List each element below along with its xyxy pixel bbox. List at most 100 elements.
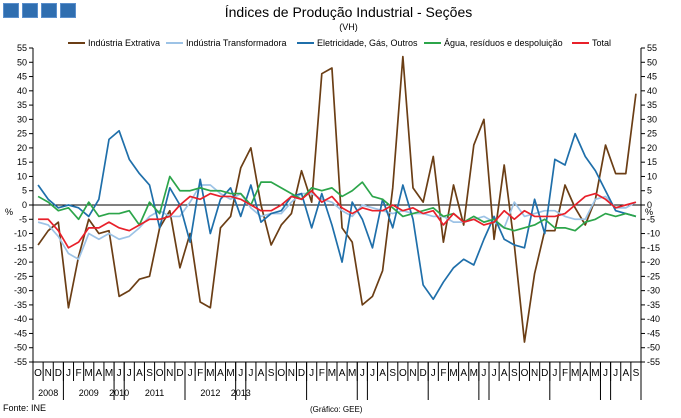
x-month-label: D <box>420 368 427 379</box>
y-tick-label-right: 45 <box>647 72 657 82</box>
x-month-label: J <box>603 368 608 379</box>
x-month-label: J <box>431 368 436 379</box>
x-month-label: A <box>217 368 224 379</box>
x-month-label: J <box>360 368 365 379</box>
x-month-label: M <box>591 368 599 379</box>
x-month-label: J <box>309 368 314 379</box>
legend-label: Água, resíduos e despoluição <box>444 38 563 48</box>
x-month-label: F <box>319 368 325 379</box>
x-month-label: A <box>460 368 467 379</box>
y-tick-label-right: -15 <box>647 243 660 253</box>
chart-subtitle: (VH) <box>339 22 358 32</box>
x-month-label: N <box>288 368 295 379</box>
y-tick-label-right: -20 <box>647 257 660 267</box>
y-tick-label-right: 10 <box>647 171 657 181</box>
y-tick-label-left: -25 <box>14 271 27 281</box>
y-tick-label-right: 50 <box>647 57 657 67</box>
x-month-label: D <box>55 368 62 379</box>
header-logo-box <box>3 3 19 18</box>
x-month-label: J <box>552 368 557 379</box>
y-tick-label-right: -40 <box>647 314 660 324</box>
x-month-label: J <box>492 368 497 379</box>
y-tick-label-right: 5 <box>647 186 652 196</box>
y-tick-label-left: -15 <box>14 243 27 253</box>
y-tick-label-left: -20 <box>14 257 27 267</box>
x-month-label: S <box>268 368 275 379</box>
legend-item-eletricidade: Eletricidade, Gás, Outros <box>297 37 418 49</box>
y-tick-label-right: -30 <box>647 286 660 296</box>
y-tick-label-right: 55 <box>647 43 657 53</box>
legend-swatch <box>424 42 441 44</box>
x-month-label: F <box>562 368 568 379</box>
x-month-label: F <box>197 368 203 379</box>
x-month-label: J <box>248 368 253 379</box>
x-month-label: M <box>571 368 579 379</box>
x-month-label: A <box>258 368 265 379</box>
y-tick-label-left: 40 <box>17 86 27 96</box>
y-tick-label-left: 55 <box>17 43 27 53</box>
y-tick-label-left: 20 <box>17 143 27 153</box>
y-tick-label-left: -55 <box>14 357 27 367</box>
y-tick-label-right: 15 <box>647 157 657 167</box>
legend-swatch <box>68 42 85 44</box>
x-month-label: M <box>470 368 478 379</box>
y-unit-label-left: % <box>5 207 13 217</box>
x-month-label: O <box>34 368 42 379</box>
footer-source: Fonte: INE <box>3 403 47 413</box>
x-month-label: J <box>66 368 71 379</box>
y-tick-label-right: -35 <box>647 300 660 310</box>
y-tick-label-right: 25 <box>647 129 657 139</box>
y-tick-label-left: 5 <box>22 186 27 196</box>
x-month-label: J <box>117 368 122 379</box>
series-line-total <box>38 189 637 249</box>
x-year-label: 2011 <box>145 388 164 398</box>
y-tick-label-left: 25 <box>17 129 27 139</box>
x-year-label: 2010 <box>109 388 129 398</box>
series-line-agua-residuos-e-despoluicao <box>37 175 637 232</box>
x-month-label: F <box>76 368 82 379</box>
x-month-label: A <box>379 368 386 379</box>
series-group <box>37 55 637 343</box>
y-tick-label-right: -25 <box>647 271 660 281</box>
y-tick-label-right: -45 <box>647 328 660 338</box>
y-axis-ticks: -55 -55-50 -50-45 -45-40 -40-35 -35-30 -30-25-… <box>5 43 660 367</box>
x-month-label: M <box>85 368 93 379</box>
x-month-label: D <box>298 368 305 379</box>
y-tick-label-left: 45 <box>17 72 27 82</box>
x-month-label: M <box>328 368 336 379</box>
x-month-label: S <box>511 368 518 379</box>
header-logo-box <box>60 3 76 18</box>
y-tick-label-right: 35 <box>647 100 657 110</box>
y-tick-label-right: 30 <box>647 114 657 124</box>
y-tick-label-left: 0 <box>22 200 27 210</box>
chart-frame <box>32 48 642 363</box>
x-month-label: O <box>521 368 529 379</box>
y-tick-label-left: -30 <box>14 286 27 296</box>
x-year-label: 2012 <box>200 388 220 398</box>
series-line-eletricidade-gas-outros <box>37 129 637 301</box>
x-month-label: D <box>176 368 183 379</box>
y-tick-label-left: 10 <box>17 171 27 181</box>
y-tick-label-left: 50 <box>17 57 27 67</box>
legend-label: Eletricidade, Gás, Outros <box>317 38 418 48</box>
x-month-label: M <box>226 368 234 379</box>
x-month-label: A <box>136 368 143 379</box>
x-month-label: J <box>127 368 132 379</box>
x-month-label: J <box>370 368 375 379</box>
x-month-label: S <box>146 368 153 379</box>
y-tick-label-right: -50 <box>647 343 660 353</box>
y-tick-label-left: -35 <box>14 300 27 310</box>
y-tick-label-left: -45 <box>14 328 27 338</box>
y-tick-label-left: -40 <box>14 314 27 324</box>
x-month-label: M <box>348 368 356 379</box>
series-line-industria-transformadora <box>37 184 637 261</box>
x-month-label: N <box>531 368 538 379</box>
legend-item-extrativa: Indústria Extrativa <box>68 37 160 49</box>
series-line-industria-extrativa <box>37 55 637 343</box>
legend-swatch <box>166 42 183 44</box>
x-year-label: 2009 <box>79 388 99 398</box>
x-year-label: 2008 <box>38 388 58 398</box>
x-month-label: J <box>613 368 618 379</box>
